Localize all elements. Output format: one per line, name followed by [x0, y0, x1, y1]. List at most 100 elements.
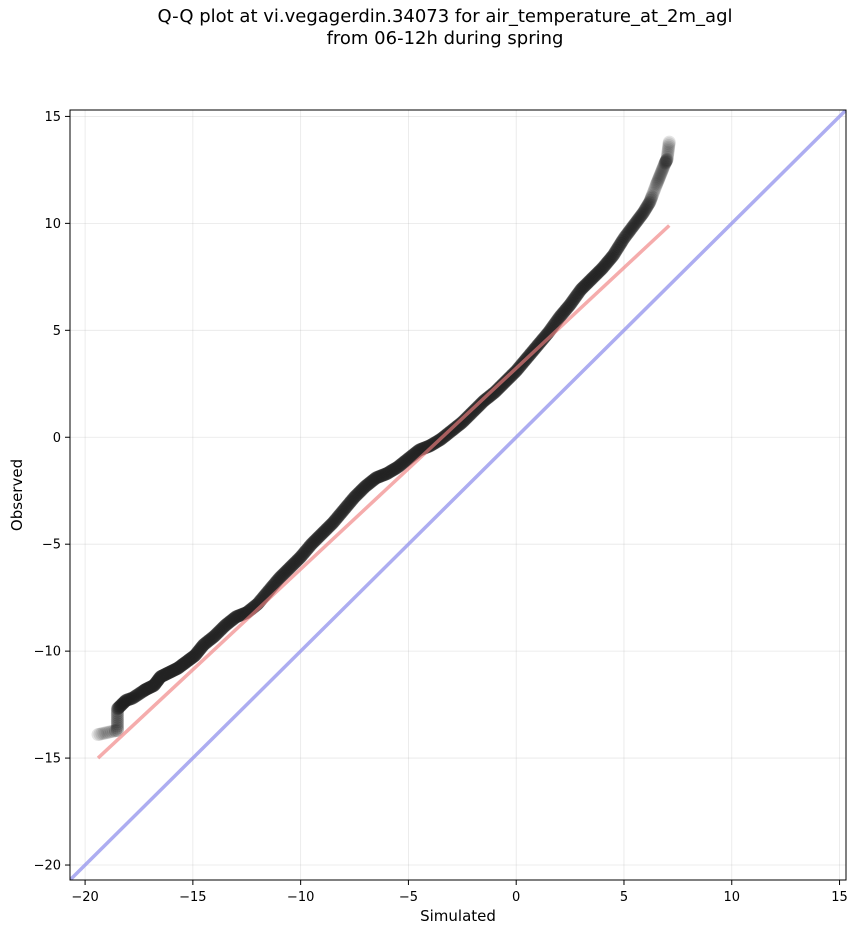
- quantile-point: [173, 659, 187, 673]
- quantile-point: [386, 463, 400, 477]
- quantile-point: [124, 692, 138, 706]
- quantile-point: [474, 397, 488, 411]
- quantile-point: [497, 376, 511, 390]
- quantile-point: [336, 504, 350, 518]
- quantile-point: [335, 506, 349, 520]
- quantile-point: [549, 315, 563, 329]
- quantile-point: [582, 274, 596, 288]
- quantile-point: [471, 399, 485, 413]
- quantile-point: [493, 380, 507, 394]
- quantile-point: [110, 721, 124, 735]
- quantile-point: [379, 467, 393, 481]
- quantile-point: [184, 652, 198, 666]
- quantile-point: [602, 254, 616, 268]
- quantile-point: [173, 660, 187, 674]
- quantile-point: [344, 494, 358, 508]
- quantile-point: [221, 616, 235, 630]
- quantile-point: [584, 273, 598, 287]
- quantile-point: [394, 458, 408, 472]
- quantile-point: [613, 238, 627, 252]
- quantile-point: [653, 169, 667, 183]
- quantile-point: [224, 614, 238, 628]
- quantile-point: [343, 495, 357, 509]
- quantile-point: [193, 642, 207, 656]
- quantile-point: [382, 465, 396, 479]
- plot-frame: [69, 109, 847, 881]
- y-tick-label: −10: [34, 645, 61, 660]
- quantile-point: [312, 530, 326, 544]
- quantile-point: [646, 186, 660, 200]
- quantile-point: [129, 689, 143, 703]
- quantile-point: [145, 679, 159, 693]
- quantile-point: [128, 689, 142, 703]
- quantile-point: [619, 229, 633, 243]
- quantile-point: [115, 698, 129, 712]
- x-tick-label: 0: [512, 890, 520, 905]
- x-tick-label: 10: [723, 890, 740, 905]
- quantile-point: [329, 512, 343, 526]
- quantile-point: [323, 519, 337, 533]
- quantile-point: [650, 177, 664, 191]
- quantile-point: [227, 612, 241, 626]
- quantile-point: [232, 609, 246, 623]
- quantile-point: [168, 663, 182, 677]
- quantile-point: [345, 493, 359, 507]
- quantile-point: [450, 420, 464, 434]
- y-tick-label: 15: [44, 110, 61, 125]
- quantile-point: [148, 677, 162, 691]
- quantile-point: [658, 156, 672, 170]
- quantile-point: [210, 627, 224, 641]
- quantile-point: [642, 197, 656, 211]
- quantile-point: [213, 624, 227, 638]
- quantile-point: [113, 699, 127, 713]
- quantile-point: [622, 224, 636, 238]
- quantile-point: [587, 270, 601, 284]
- quantile-point: [283, 561, 297, 575]
- quantile-point: [565, 295, 579, 309]
- quantile-point: [562, 299, 576, 313]
- quantile-point: [556, 307, 570, 321]
- quantile-point: [181, 654, 195, 668]
- quantile-point: [360, 478, 374, 492]
- quantile-point: [129, 689, 143, 703]
- quantile-point: [103, 725, 117, 739]
- quantile-point: [171, 661, 185, 675]
- quantile-point: [553, 309, 567, 323]
- quantile-point: [506, 367, 520, 381]
- quantile-point: [598, 259, 612, 273]
- quantile-point: [277, 566, 291, 580]
- quantile-point: [136, 684, 150, 698]
- quantile-point: [496, 377, 510, 391]
- quantile-point: [651, 173, 665, 187]
- quantile-point: [273, 570, 287, 584]
- quantile-point: [154, 670, 168, 684]
- quantile-point: [198, 637, 212, 651]
- quantile-point: [658, 156, 672, 170]
- quantile-point: [448, 421, 462, 435]
- quantile-point: [186, 650, 200, 664]
- quantile-point: [597, 260, 610, 274]
- quantile-point: [367, 473, 381, 487]
- quantile-point: [233, 608, 247, 622]
- quantile-point: [611, 242, 625, 256]
- quantile-point: [326, 516, 340, 530]
- quantile-point: [620, 228, 634, 242]
- quantile-point: [110, 717, 124, 731]
- quantile-point: [282, 562, 296, 576]
- quantile-point: [284, 560, 298, 574]
- quantile-point: [161, 666, 175, 680]
- quantile-point: [166, 664, 180, 678]
- quantile-point: [159, 667, 173, 681]
- quantile-point: [399, 453, 413, 467]
- quantile-point: [628, 217, 642, 231]
- quantile-point: [180, 654, 194, 668]
- quantile-point: [165, 664, 179, 678]
- quantile-point: [298, 545, 312, 559]
- quantile-point: [470, 400, 484, 414]
- quantile-point: [356, 482, 370, 496]
- quantile-point: [662, 140, 676, 154]
- quantile-point: [643, 193, 657, 207]
- quantile-point: [293, 551, 307, 565]
- quantile-point: [135, 685, 149, 699]
- x-axis-label: Simulated: [420, 907, 496, 925]
